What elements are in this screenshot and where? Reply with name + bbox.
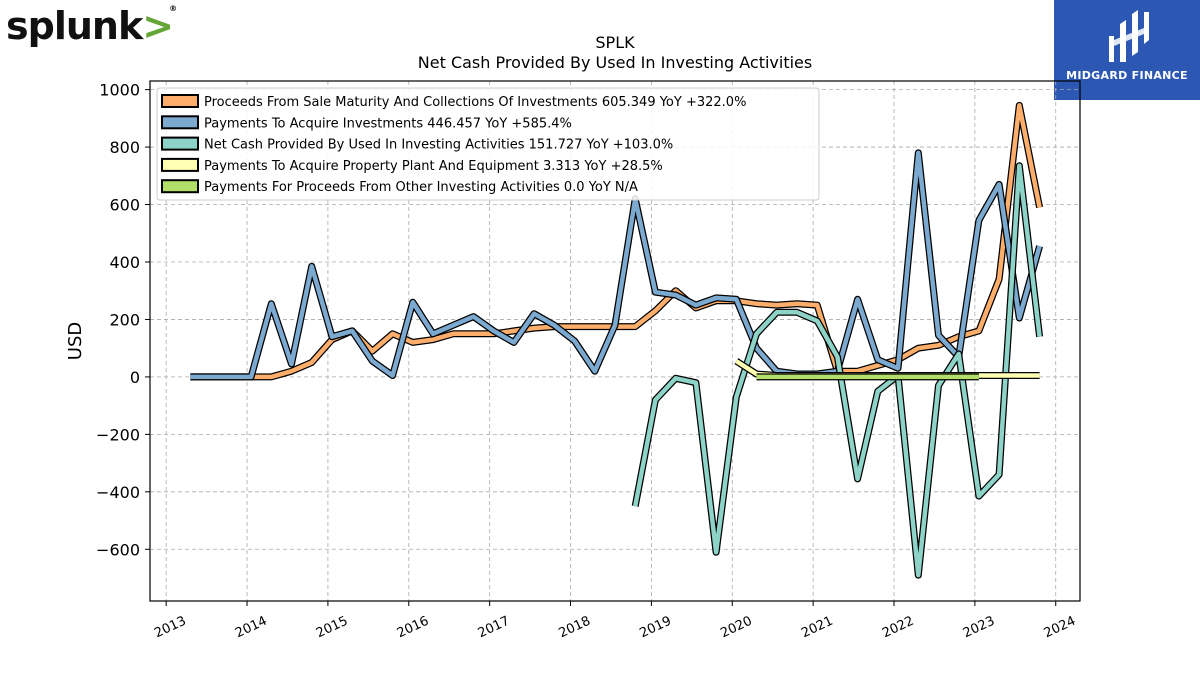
series-line: [632, 163, 1042, 578]
y-tick-label: −400: [96, 483, 140, 502]
splunk-logo-text: splunk: [6, 4, 143, 48]
y-tick-label: 800: [109, 138, 140, 157]
x-tick-label: 2017: [476, 614, 512, 642]
plot-frame: [149, 80, 1081, 602]
y-tick-label: −600: [96, 540, 140, 559]
y-tick-label: 0: [130, 368, 140, 387]
x-tick-label: 2019: [637, 614, 673, 642]
x-tick-label: 2020: [718, 614, 754, 642]
y-tick-label: 200: [109, 310, 140, 329]
series-2: [631, 162, 1044, 579]
x-axis: 2013 2014 2015 2016 2017 2018 2019 2020 2021 2022…: [152, 601, 1078, 641]
legend-swatch: [161, 115, 199, 130]
chart-subtitle: Net Cash Provided By Used In Investing A…: [418, 53, 812, 72]
y-tick-label: 600: [109, 196, 140, 215]
x-tick-label: 2023: [961, 614, 997, 642]
y-tick-label: 1000: [99, 81, 140, 100]
legend-swatch: [161, 157, 199, 172]
series-line: [190, 150, 1042, 380]
legend-label: Net Cash Provided By Used In Investing A…: [204, 138, 673, 153]
chart-title: SPLK: [595, 33, 635, 52]
legend-label: Proceeds From Sale Maturity And Collecti…: [204, 95, 746, 110]
legend: Proceeds From Sale Maturity And Collecti…: [156, 87, 820, 201]
y-tick-label: 400: [109, 253, 140, 272]
y-axis: −600 −400 −200 0 200 400 600 800 1000: [96, 81, 150, 559]
midgard-finance-logo: MIDGARD FINANCE: [1054, 0, 1200, 100]
x-tick-label: 2021: [799, 614, 835, 642]
legend-swatch: [161, 94, 199, 108]
y-tick-label: −200: [96, 425, 140, 444]
x-tick-label: 2016: [395, 614, 431, 642]
legend-label: Payments To Acquire Investments 446.457 …: [204, 116, 572, 131]
midgard-logo-text: MIDGARD FINANCE: [1066, 69, 1188, 82]
series-1: [190, 149, 1043, 381]
midgard-logo-mark-icon: [1109, 10, 1149, 62]
legend-swatch: [161, 136, 199, 151]
legend-swatch: [161, 179, 199, 194]
series-lines: [190, 101, 1044, 579]
legend-label: Payments To Acquire Property Plant And E…: [204, 159, 663, 174]
x-tick-label: 2015: [314, 614, 350, 642]
x-tick-label: 2024: [1042, 614, 1078, 642]
x-tick-label: 2018: [557, 614, 593, 642]
legend-label: Payments For Proceeds From Other Investi…: [204, 180, 638, 195]
x-tick-label: 2013: [152, 614, 188, 642]
splunk-logo: splunk>®: [6, 4, 177, 48]
y-axis-label: USD: [65, 322, 86, 360]
x-tick-label: 2022: [880, 614, 916, 642]
legend-box: [156, 87, 820, 201]
x-tick-label: 2014: [233, 614, 269, 642]
splunk-logo-chevron: >: [142, 4, 174, 48]
